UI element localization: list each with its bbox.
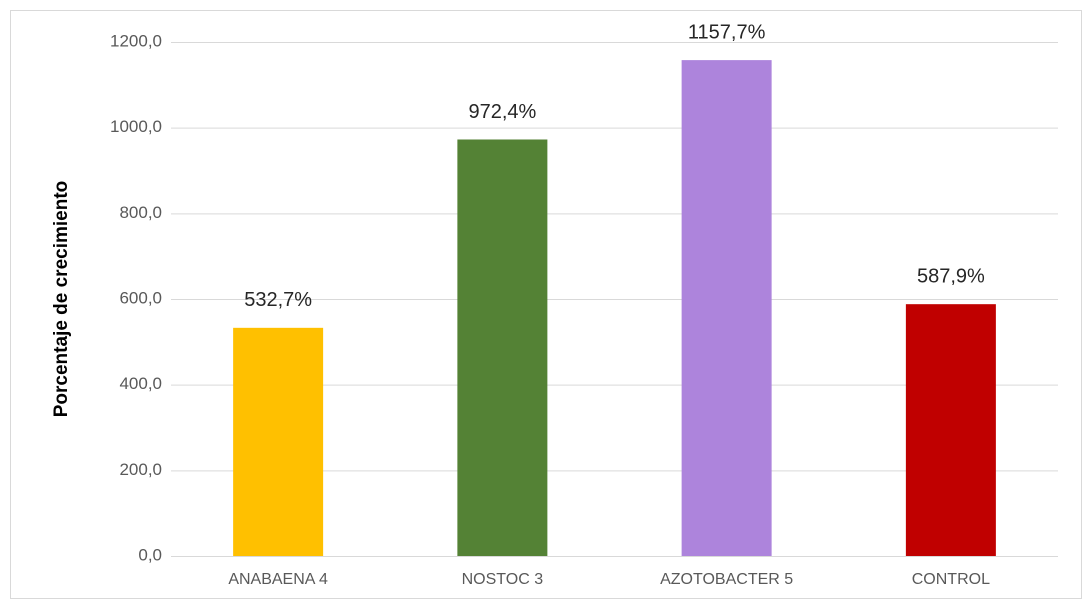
bar [233, 327, 324, 556]
x-tick-label: AZOTOBACTER 5 [660, 571, 793, 588]
y-tick-label: 1000,0 [110, 117, 162, 136]
x-tick-label: CONTROL [912, 571, 990, 588]
bar [457, 139, 548, 557]
data-label: 532,7% [244, 289, 312, 311]
data-label: 1157,7% [688, 21, 766, 43]
x-tick-label: ANABAENA 4 [228, 571, 328, 588]
x-tick-label: NOSTOC 3 [462, 571, 544, 588]
y-tick-label: 1200,0 [110, 31, 162, 50]
y-tick-label: 600,0 [119, 288, 162, 307]
data-label: 972,4% [468, 101, 536, 123]
data-label: 587,9% [917, 265, 985, 287]
y-tick-label: 200,0 [119, 460, 162, 479]
bar [681, 60, 772, 556]
y-axis-label: Porcentaje de crecimiento [51, 181, 72, 418]
bar [905, 304, 996, 556]
y-tick-label: 0,0 [138, 545, 162, 564]
chart-border [10, 10, 1082, 599]
y-tick-label: 400,0 [119, 374, 162, 393]
y-tick-label: 800,0 [119, 203, 162, 222]
